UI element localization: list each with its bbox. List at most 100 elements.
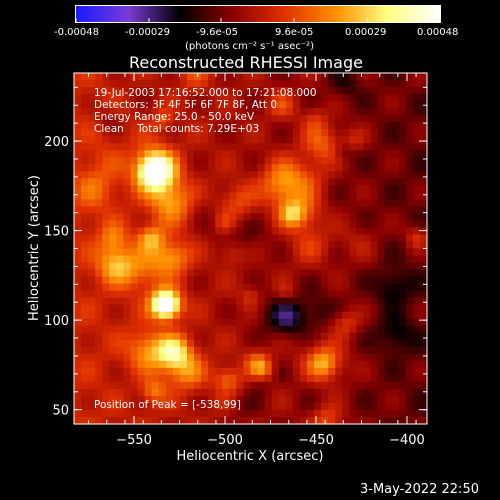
heatmap-cell <box>314 80 322 88</box>
heatmap-cell <box>391 346 400 355</box>
heatmap-cell <box>109 283 117 292</box>
heatmap-cell <box>285 73 294 81</box>
heatmap-cell <box>250 143 259 151</box>
heatmap-cell <box>116 101 125 109</box>
heatmap-cell <box>151 171 160 179</box>
heatmap-cell <box>201 220 209 229</box>
heatmap-cell <box>229 241 237 250</box>
heatmap-cell <box>130 150 139 158</box>
heatmap-cell <box>179 213 188 222</box>
heatmap-cell <box>278 311 287 320</box>
heatmap-cell <box>391 262 400 271</box>
heatmap-cell <box>116 87 125 95</box>
heatmap-cell <box>222 129 230 137</box>
heatmap-cell <box>201 402 209 411</box>
heatmap-cell <box>370 94 379 102</box>
heatmap-cell <box>179 262 188 271</box>
heatmap-cell <box>243 171 252 179</box>
heatmap-cell <box>285 367 294 376</box>
heatmap-cell <box>250 171 259 179</box>
heatmap-cell <box>88 276 96 285</box>
heatmap-cell <box>370 388 379 397</box>
heatmap-cell <box>95 199 103 207</box>
heatmap-cell <box>151 178 160 186</box>
heatmap-cell <box>405 402 414 411</box>
heatmap-cell <box>377 276 386 285</box>
heatmap-cell <box>144 283 153 292</box>
heatmap-cell <box>370 381 379 390</box>
heatmap-cell <box>391 388 400 397</box>
heatmap-cell <box>172 101 181 109</box>
heatmap-cell <box>419 241 428 250</box>
heatmap-cell <box>405 416 414 425</box>
heatmap-cell <box>257 87 266 95</box>
heatmap-cell <box>299 325 308 334</box>
heatmap-cell <box>165 290 174 299</box>
heatmap-cell <box>314 94 322 102</box>
heatmap-cell <box>88 283 96 292</box>
heatmap-cell <box>165 395 174 404</box>
heatmap-cell <box>215 185 223 193</box>
heatmap-cell <box>391 171 400 179</box>
heatmap-cell <box>236 360 245 369</box>
heatmap-cell <box>384 73 393 81</box>
heatmap-cell <box>370 192 379 200</box>
heatmap-cell <box>123 381 132 390</box>
heatmap-cell <box>74 157 82 165</box>
heatmap-cell <box>81 234 89 243</box>
heatmap-cell <box>186 262 195 271</box>
heatmap-cell <box>186 332 195 341</box>
heatmap-cell <box>384 297 393 306</box>
heatmap-cell <box>222 101 230 109</box>
heatmap-cell <box>292 178 301 186</box>
heatmap-cell <box>405 241 414 250</box>
heatmap-cell <box>250 164 259 172</box>
heatmap-cell <box>328 108 336 116</box>
heatmap-cell <box>412 199 421 207</box>
heatmap-cell <box>349 241 357 250</box>
heatmap-cell <box>250 206 259 214</box>
heatmap-cell <box>321 339 329 348</box>
heatmap-cell <box>342 80 350 88</box>
heatmap-cell <box>158 206 167 214</box>
heatmap-cell <box>412 178 421 186</box>
heatmap-cell <box>116 409 125 418</box>
heatmap-cell <box>278 402 287 411</box>
heatmap-cell <box>165 150 174 158</box>
heatmap-cell <box>391 115 400 123</box>
heatmap-cell <box>123 367 132 376</box>
heatmap-cell <box>257 185 266 193</box>
heatmap-cell <box>391 150 400 158</box>
heatmap-cell <box>285 101 294 109</box>
heatmap-cell <box>349 304 357 313</box>
heatmap-cell <box>144 136 153 144</box>
heatmap-cell <box>342 402 350 411</box>
heatmap-cell <box>384 101 393 109</box>
heatmap-cell <box>194 150 202 158</box>
heatmap-cell <box>109 262 117 271</box>
heatmap-cell <box>377 290 386 299</box>
heatmap-cell <box>74 115 82 123</box>
heatmap-cell <box>349 367 357 376</box>
heatmap-cell <box>88 157 96 165</box>
heatmap-cell <box>321 94 329 102</box>
heatmap-cell <box>194 304 202 313</box>
heatmap-cell <box>158 129 167 137</box>
heatmap-cell <box>158 353 167 362</box>
heatmap-cell <box>335 227 343 236</box>
heatmap-cell <box>236 220 245 229</box>
heatmap-cell <box>236 248 245 257</box>
heatmap-cell <box>172 171 181 179</box>
heatmap-cell <box>88 367 96 376</box>
heatmap-cell <box>123 185 132 193</box>
heatmap-cell <box>201 73 209 81</box>
heatmap-cell <box>271 150 280 158</box>
heatmap-cell <box>412 304 421 313</box>
heatmap-cell <box>102 374 110 383</box>
heatmap-cell <box>342 199 350 207</box>
heatmap-cell <box>384 171 393 179</box>
heatmap-cell <box>102 87 110 95</box>
heatmap-cell <box>236 416 245 425</box>
heatmap-cell <box>137 416 146 425</box>
heatmap-cell <box>292 290 301 299</box>
